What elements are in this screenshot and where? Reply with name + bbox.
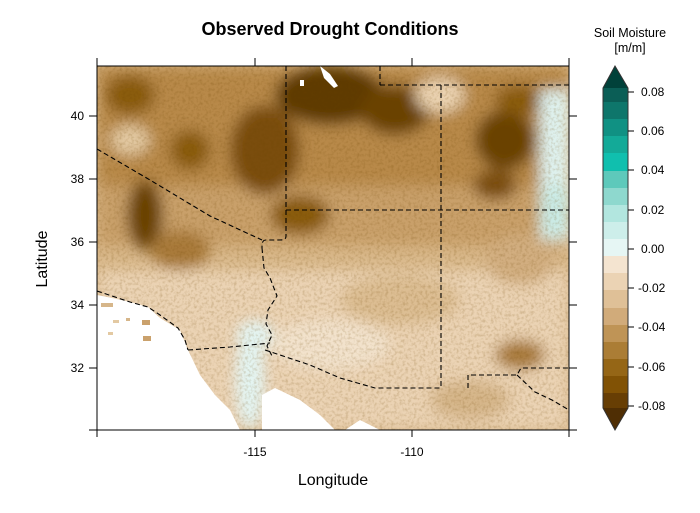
colorbar-title-line2: [m/m] <box>614 41 646 55</box>
colorbar-tick-label: -0.08 <box>638 399 666 413</box>
tx-mexico-border <box>516 374 569 411</box>
y-tick-label: 34 <box>70 298 84 312</box>
colorbar-title-line1: Soil Moisture <box>593 26 667 40</box>
ca-nv-border <box>97 148 263 241</box>
colorbar-tick-label: 0.00 <box>641 242 665 256</box>
colorbar-tick-label: -0.02 <box>638 281 666 295</box>
colorbar-tick-label: -0.06 <box>638 360 666 374</box>
colorbar-tick-label: 0.08 <box>641 85 665 99</box>
plot-frame <box>96 65 570 431</box>
colorbar-tick-label: 0.02 <box>641 203 665 217</box>
az-mexico-border <box>264 349 441 389</box>
nv-ut-border <box>261 66 287 249</box>
nm-mexico-border <box>467 367 569 388</box>
ca-az-border <box>261 247 278 357</box>
ca-coast <box>97 290 189 351</box>
colorbar-tick-label: 0.04 <box>641 163 665 177</box>
y-tick-label: 36 <box>70 235 84 249</box>
colorbar <box>602 64 634 432</box>
state-boundaries <box>97 66 569 411</box>
x-tick-label: -115 <box>243 445 267 459</box>
x-tick-label: -110 <box>400 445 424 459</box>
chart-title: Observed Drought Conditions <box>201 19 459 39</box>
colorbar-tick-label: -0.04 <box>638 320 666 334</box>
ca-mexico-border <box>187 342 271 351</box>
colorbar-title: Soil Moisture [m/m] <box>560 26 700 56</box>
y-tick-label: 40 <box>70 109 84 123</box>
x-axis-label: Longitude <box>297 472 369 489</box>
y-tick-label: 38 <box>70 172 84 186</box>
y-tick-label: 32 <box>70 361 84 375</box>
axis-ticks <box>89 58 577 437</box>
colorbar-tick-label: 0.06 <box>641 124 665 138</box>
y-axis-label: Latitude <box>34 230 51 288</box>
